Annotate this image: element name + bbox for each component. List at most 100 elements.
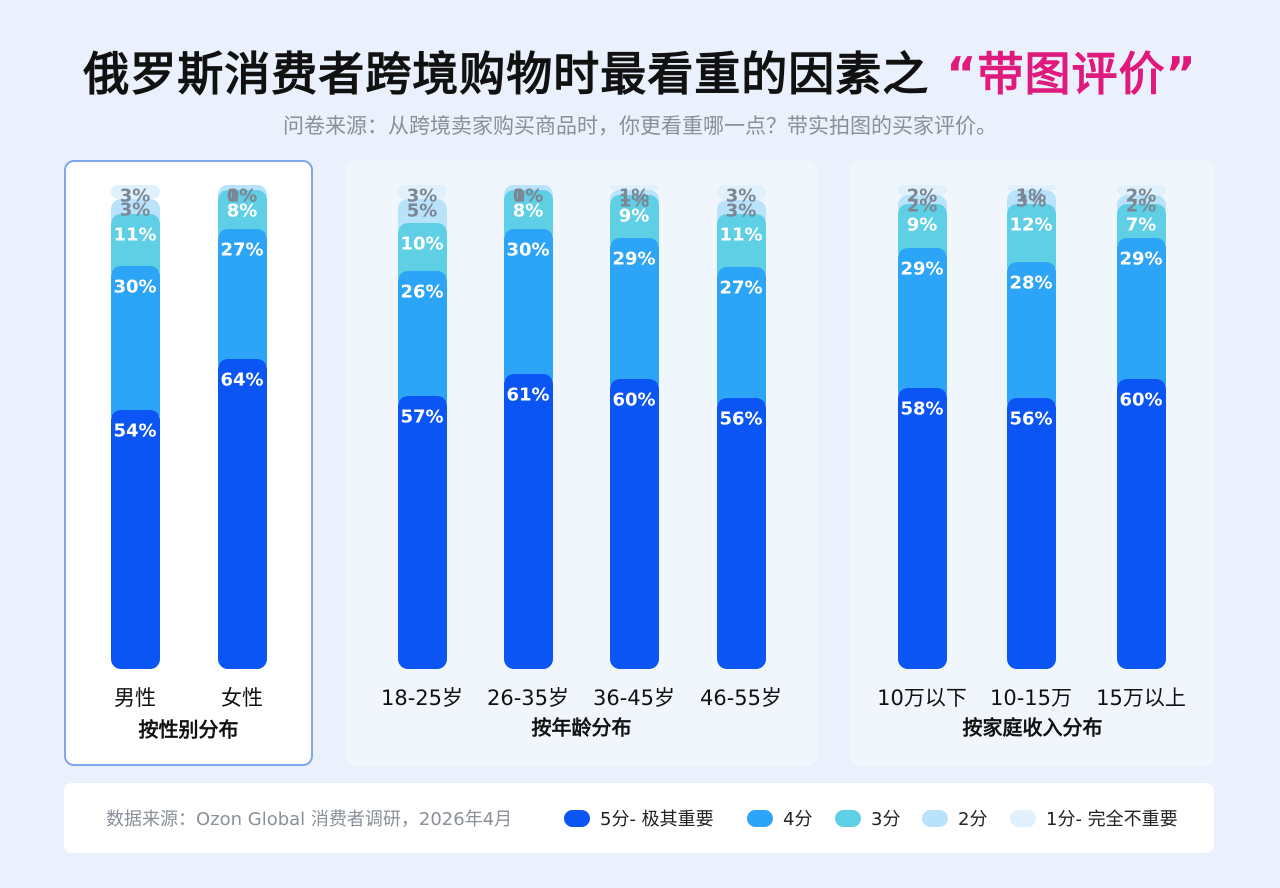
legend-swatch-4 — [747, 809, 773, 827]
legend-label-1: 1分- 完全不重要 — [1046, 809, 1178, 830]
panel-title-gender: 按性别分布 — [138, 717, 239, 742]
footer-legend-bar: 数据来源：Ozon Global 消费者调研，2026年4月 5分- 极其重要 … — [64, 783, 1214, 853]
panel-gender[interactable]: 按性别分布 — [64, 160, 313, 766]
data-label: 3% — [725, 200, 757, 222]
legend-label-4: 4分 — [783, 809, 813, 830]
data-label: 28% — [1009, 272, 1053, 294]
data-label: 29% — [900, 258, 944, 280]
bar-segment — [1006, 397, 1056, 669]
bar-segment — [1116, 185, 1166, 195]
page-title: 俄罗斯消费者跨境购物时最看重的因素之 “带图评价” — [0, 38, 1280, 104]
bar-segment — [397, 395, 447, 669]
bar-segment — [716, 267, 766, 412]
legend-item-2: 2分 — [922, 805, 987, 831]
bar-segment — [110, 410, 160, 669]
bar-segment — [609, 238, 659, 393]
bar-segment — [397, 271, 447, 410]
stacked-bar: 56% 27% 11% 3% 3% — [716, 185, 766, 669]
data-label: 8% — [226, 200, 258, 222]
data-label: 3% — [406, 185, 438, 207]
category-label: 男性 — [114, 686, 156, 710]
data-label: 1% — [618, 190, 650, 212]
stacked-bar: 57% 26% 10% 5% 3% — [397, 185, 447, 669]
data-label: 0% — [226, 185, 258, 207]
legend-item-1: 1分- 完全不重要 — [1010, 805, 1178, 831]
panel-title-age: 按年龄分布 — [531, 715, 632, 740]
category-label: 36-45岁 — [592, 686, 676, 710]
data-label: 3% — [119, 185, 151, 207]
data-label: 11% — [719, 224, 763, 246]
category-label: 46-55岁 — [699, 686, 783, 710]
bar-segment — [110, 185, 160, 200]
data-label: 64% — [220, 369, 264, 391]
data-label: 61% — [506, 384, 550, 406]
category-label: 18-25岁 — [380, 686, 464, 710]
legend-item-5: 5分- 极其重要 — [564, 805, 714, 831]
legend-swatch-1 — [1010, 809, 1036, 827]
stacked-bar: 60% 29% 7% 2% 2% — [1116, 185, 1166, 669]
stacked-bar: 61% 30% 8% 1% 0% — [503, 185, 553, 669]
bar-segment — [1006, 262, 1056, 412]
bar-segment — [110, 266, 160, 425]
category-label: 女性 — [221, 686, 263, 710]
category-label: 10-15万 — [989, 686, 1073, 710]
stacked-bar: 54% 30% 11% 3% 3% — [110, 185, 160, 669]
data-label: 2% — [906, 185, 938, 207]
data-source: 数据来源：Ozon Global 消费者调研，2026年4月 — [106, 809, 513, 830]
category-label: 10万以下 — [877, 686, 967, 710]
bar-segment — [609, 378, 659, 669]
bar-segment — [503, 228, 553, 388]
data-label: 30% — [113, 276, 157, 298]
data-label: 60% — [612, 389, 656, 411]
bar-segment — [609, 185, 659, 190]
legend-label-3: 3分 — [871, 809, 901, 830]
stacked-bar: 64% 27% 8% 1% 0% — [217, 185, 267, 669]
legend-item-4: 4分 — [747, 805, 812, 831]
stacked-bar: 56% 28% 12% 3% 1% — [1006, 185, 1056, 669]
data-label: 56% — [1009, 408, 1053, 430]
legend-swatch-2 — [922, 809, 948, 827]
legend-swatch-3 — [835, 809, 861, 827]
bar-segment — [397, 185, 447, 200]
legend-label-5: 5分- 极其重要 — [600, 809, 714, 830]
data-label: 9% — [618, 205, 650, 227]
data-label: 27% — [220, 239, 264, 261]
data-label: 56% — [719, 408, 763, 430]
bar-segment — [716, 185, 766, 200]
legend-swatch-5 — [564, 809, 590, 827]
data-label: 54% — [113, 420, 157, 442]
data-label: 1% — [226, 185, 258, 207]
data-label: 9% — [906, 214, 938, 236]
data-label: 11% — [113, 224, 157, 246]
data-label: 29% — [612, 248, 656, 270]
bar-segment — [1116, 238, 1166, 393]
data-label: 3% — [119, 199, 151, 221]
legend-item-3: 3分 — [835, 805, 900, 831]
bar-segment — [503, 373, 553, 669]
bar-segment — [716, 397, 766, 669]
data-label: 1% — [618, 185, 650, 207]
data-label: 3% — [1015, 190, 1047, 212]
data-label: 30% — [506, 239, 550, 261]
bar-segment — [897, 388, 947, 669]
data-label: 10% — [400, 233, 444, 255]
stacked-bar: 58% 29% 9% 2% 2% — [897, 185, 947, 669]
data-label: 3% — [725, 185, 757, 207]
category-label: 15万以上 — [1096, 686, 1186, 710]
data-label: 1% — [512, 185, 544, 207]
page-subtitle: 问卷来源：从跨境卖家购买商品时，你更看重哪一点？带实拍图的买家评价。 — [283, 114, 997, 138]
data-label: 7% — [1125, 214, 1157, 236]
bar-segment — [217, 359, 267, 669]
data-label: 60% — [1119, 389, 1163, 411]
data-label: 2% — [906, 195, 938, 217]
data-label: 8% — [512, 200, 544, 222]
bar-segment — [897, 247, 947, 403]
data-label: 2% — [1125, 185, 1157, 207]
legend-label-2: 2分 — [958, 809, 988, 830]
data-label: 26% — [400, 281, 444, 303]
data-label: 12% — [1009, 214, 1053, 236]
data-label: 0% — [512, 185, 544, 207]
bar-segment — [1116, 378, 1166, 669]
data-label: 27% — [719, 277, 763, 299]
data-label: 29% — [1119, 248, 1163, 270]
